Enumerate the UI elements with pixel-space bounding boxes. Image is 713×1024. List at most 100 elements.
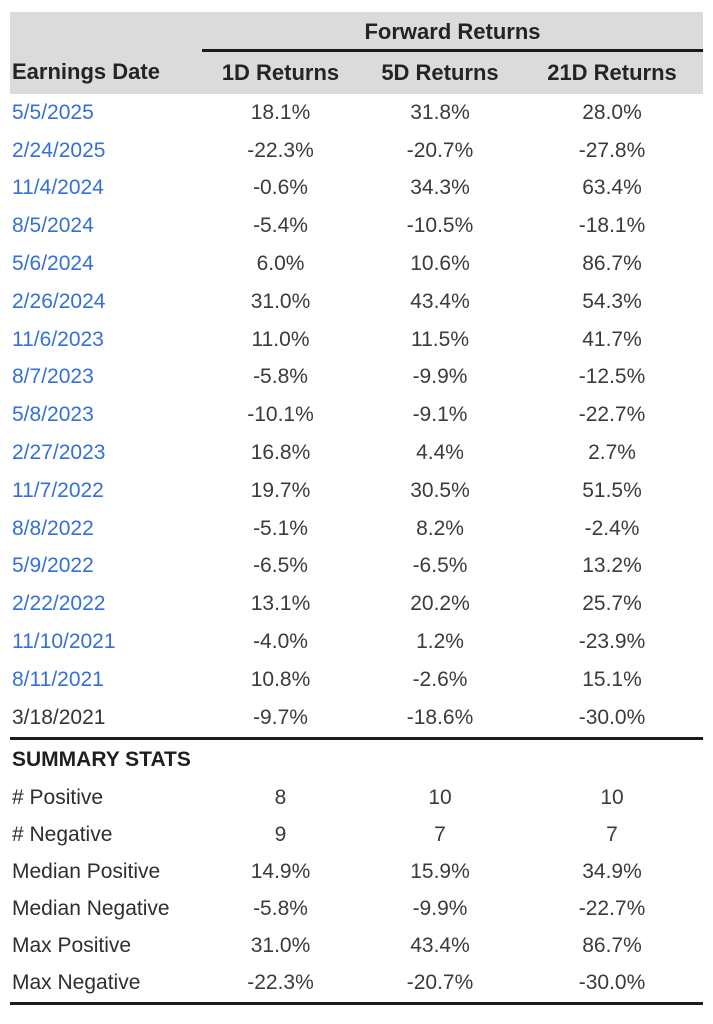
earnings-date-cell: 5/9/2022	[10, 548, 202, 586]
return-1d-cell: -4.0%	[253, 630, 308, 654]
earnings-date-cell: 11/7/2022	[10, 472, 202, 510]
return-5d-cell: -2.6%	[412, 667, 468, 691]
summary-stats-title-row: SUMMARY STATS	[10, 736, 704, 780]
summary-stat-label: Median Positive	[12, 860, 161, 884]
return-5d-cell: 8.2%	[416, 516, 464, 540]
return-21d-cell: 15.1%	[582, 667, 642, 691]
table-row: 2/27/2023 16.8% 4.4% 2.7%	[10, 434, 703, 472]
earnings-date-cell: 2/24/2025	[10, 132, 202, 170]
earnings-date-link[interactable]: 5/5/2025	[12, 100, 94, 124]
group-header-spacer	[10, 12, 202, 50]
return-1d-cell: -10.1%	[247, 403, 314, 427]
table-row: 5/8/2023 -10.1% -9.1% -22.7%	[10, 396, 703, 434]
table-row: 8/7/2023 -5.8% -9.9% -12.5%	[10, 359, 703, 397]
return-21d-cell: -23.9%	[578, 630, 646, 654]
return-5d-cell: 43.4%	[410, 289, 470, 313]
return-1d-cell: 6.0%	[256, 252, 305, 276]
earnings-date-cell: 5/8/2023	[10, 396, 202, 434]
return-1d-cell: 13.1%	[250, 592, 311, 616]
table-row: 11/7/2022 19.7% 30.5% 51.5%	[10, 472, 703, 510]
return-1d-cell: 31.0%	[250, 289, 311, 313]
earnings-date-link[interactable]: 5/9/2022	[12, 554, 94, 578]
return-21d-cell: -22.7%	[578, 403, 646, 427]
return-21d-cell: 86.7%	[582, 252, 642, 276]
forward-returns-table: Forward Returns Earnings Date 1D Returns…	[10, 12, 704, 1005]
summary-stats-title: SUMMARY STATS	[10, 736, 704, 780]
earnings-date-cell: 8/8/2022	[10, 510, 202, 548]
summary-stat-label: Median Negative	[12, 897, 170, 921]
return-21d-cell: 41.7%	[582, 327, 642, 351]
earnings-date-cell: 5/5/2025	[10, 94, 202, 132]
earnings-date-link[interactable]: 11/6/2023	[12, 327, 104, 351]
return-21d-cell: 25.7%	[582, 592, 642, 616]
earnings-date-link[interactable]: 11/7/2022	[12, 478, 104, 502]
summary-21d-cell: 10	[600, 786, 624, 810]
summary-21d-cell: 34.9%	[582, 860, 642, 884]
earnings-date-cell: 11/6/2023	[10, 321, 202, 359]
earnings-date-link[interactable]: 8/8/2022	[12, 516, 94, 540]
earnings-date-cell: 2/26/2024	[10, 283, 202, 321]
earnings-date-link[interactable]: 5/6/2024	[12, 252, 94, 276]
column-header-5d-returns: 5D Returns	[381, 59, 499, 85]
column-header-21d-returns: 21D Returns	[547, 59, 677, 85]
earnings-date-cell: 11/10/2021	[10, 623, 202, 661]
summary-stat-label: Max Negative	[12, 971, 141, 995]
forward-returns-group-header: Forward Returns	[202, 12, 704, 52]
earnings-date-link[interactable]: 8/11/2021	[12, 667, 104, 691]
summary-21d-cell: -30.0%	[578, 971, 646, 995]
earnings-date-link[interactable]: 5/8/2023	[12, 403, 94, 427]
summary-5d-cell: 10	[428, 786, 452, 810]
return-1d-cell: 18.1%	[250, 100, 311, 124]
table-row: 11/4/2024 -0.6% 34.3% 63.4%	[10, 170, 703, 208]
summary-stat-row: Max Positive 31.0% 43.4% 86.7%	[10, 928, 703, 965]
summary-1d-cell: 14.9%	[250, 860, 311, 884]
earnings-date-link[interactable]: 11/10/2021	[12, 630, 116, 654]
table-row: 11/6/2023 11.0% 11.5% 41.7%	[10, 321, 703, 359]
earnings-date-link[interactable]: 8/7/2023	[12, 365, 94, 389]
table-row: 3/18/2021 -9.7% -18.6% -30.0%	[10, 699, 703, 738]
return-21d-cell: -2.4%	[584, 516, 640, 540]
summary-5d-cell: -9.9%	[412, 897, 468, 921]
earnings-date-link[interactable]: 2/27/2023	[12, 441, 106, 465]
return-1d-cell: -5.4%	[253, 214, 308, 238]
earnings-date-link[interactable]: 11/4/2024	[12, 176, 104, 200]
earnings-date-link[interactable]: 2/26/2024	[12, 289, 106, 313]
summary-5d-cell: 43.4%	[410, 934, 470, 958]
return-1d-cell: -6.5%	[253, 554, 308, 578]
earnings-date-cell: 11/4/2024	[10, 170, 202, 208]
summary-stat-label: # Negative	[12, 823, 113, 847]
summary-5d-cell: 7	[434, 823, 446, 847]
earnings-date-cell: 5/6/2024	[10, 245, 202, 283]
summary-5d-cell: -20.7%	[406, 971, 474, 995]
return-21d-cell: 28.0%	[582, 100, 642, 124]
return-21d-cell: 13.2%	[582, 554, 642, 578]
return-21d-cell: -27.8%	[578, 138, 646, 162]
summary-21d-cell: -22.7%	[578, 897, 646, 921]
summary-21d-cell: 86.7%	[582, 934, 642, 958]
return-1d-cell: -5.1%	[253, 516, 308, 540]
summary-stat-row: Median Negative -5.8% -9.9% -22.7%	[10, 891, 703, 928]
earnings-date-link[interactable]: 8/5/2024	[12, 214, 94, 238]
return-1d-cell: 10.8%	[250, 667, 311, 691]
summary-stats-body: SUMMARY STATS # Positive 8 10 10 # Negative 9 7…	[10, 736, 704, 1003]
return-5d-cell: 34.3%	[410, 176, 470, 200]
earnings-date-link[interactable]: 2/24/2025	[12, 138, 106, 162]
table-row: 11/10/2021 -4.0% 1.2% -23.9%	[10, 623, 703, 661]
table-row: 2/24/2025 -22.3% -20.7% -27.8%	[10, 132, 703, 170]
earnings-date-link[interactable]: 2/22/2022	[12, 592, 106, 616]
return-5d-cell: 4.4%	[416, 441, 464, 465]
return-21d-cell: 63.4%	[582, 176, 642, 200]
table-row: 5/6/2024 6.0% 10.6% 86.7%	[10, 245, 703, 283]
table-row: 8/11/2021 10.8% -2.6% 15.1%	[10, 661, 703, 699]
earnings-date-cell: 2/22/2022	[10, 585, 202, 623]
earnings-date-cell: 8/11/2021	[10, 661, 202, 699]
return-5d-cell: -20.7%	[406, 138, 474, 162]
summary-1d-cell: 9	[274, 823, 287, 847]
summary-stat-label: # Positive	[12, 786, 104, 810]
summary-1d-cell: -22.3%	[247, 971, 314, 995]
table-header: Forward Returns Earnings Date 1D Returns…	[10, 12, 704, 94]
table-row: 2/22/2022 13.1% 20.2% 25.7%	[10, 585, 703, 623]
earnings-date-cell: 2/27/2023	[10, 434, 202, 472]
table-body: 5/5/2025 18.1% 31.8% 28.0% 2/24/2025 -22.3% -2…	[10, 94, 703, 738]
return-5d-cell: 20.2%	[410, 592, 470, 616]
